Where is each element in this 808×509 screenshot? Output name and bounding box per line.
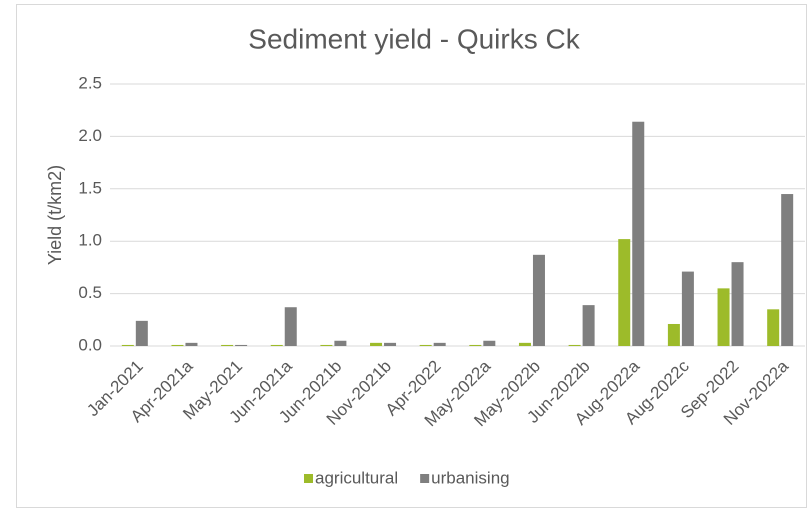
y-tick-label: 2.0 [78, 126, 102, 145]
legend-swatch [420, 474, 430, 483]
y-tick-label: 0.5 [78, 283, 102, 302]
bar [781, 194, 794, 346]
bar [681, 271, 694, 346]
bar [320, 344, 333, 346]
bar [632, 121, 645, 346]
legend-swatch [304, 474, 313, 483]
bar [667, 323, 680, 346]
bar [469, 344, 482, 346]
bar [270, 344, 283, 346]
bar [483, 340, 496, 346]
bar [185, 342, 198, 346]
bar [767, 309, 780, 346]
chart-title: Sediment yield - Quirks Ck [248, 23, 580, 54]
bar [384, 342, 397, 346]
bar [171, 344, 184, 346]
bar [221, 344, 234, 346]
bar [370, 342, 383, 346]
bar [518, 342, 531, 346]
bar [235, 344, 248, 346]
bar [334, 340, 347, 346]
bar [731, 262, 744, 346]
y-tick-label: 2.5 [78, 73, 102, 92]
bar [121, 344, 134, 346]
y-tick-label: 0.0 [78, 335, 102, 354]
y-tick-label: 1.0 [78, 231, 102, 250]
legend-label: urbanising [431, 468, 509, 487]
bar [618, 239, 631, 346]
bar [419, 344, 432, 346]
chart-frame [16, 4, 807, 508]
bar [717, 288, 730, 346]
bar [284, 307, 297, 346]
legend-label: agricultural [315, 468, 398, 487]
y-tick-label: 1.5 [78, 178, 102, 197]
bar [568, 344, 581, 346]
bar [135, 320, 148, 346]
bar [433, 342, 446, 346]
bar [532, 254, 545, 346]
bar [582, 305, 595, 346]
y-axis-label: Yield (t/km2) [45, 165, 65, 265]
